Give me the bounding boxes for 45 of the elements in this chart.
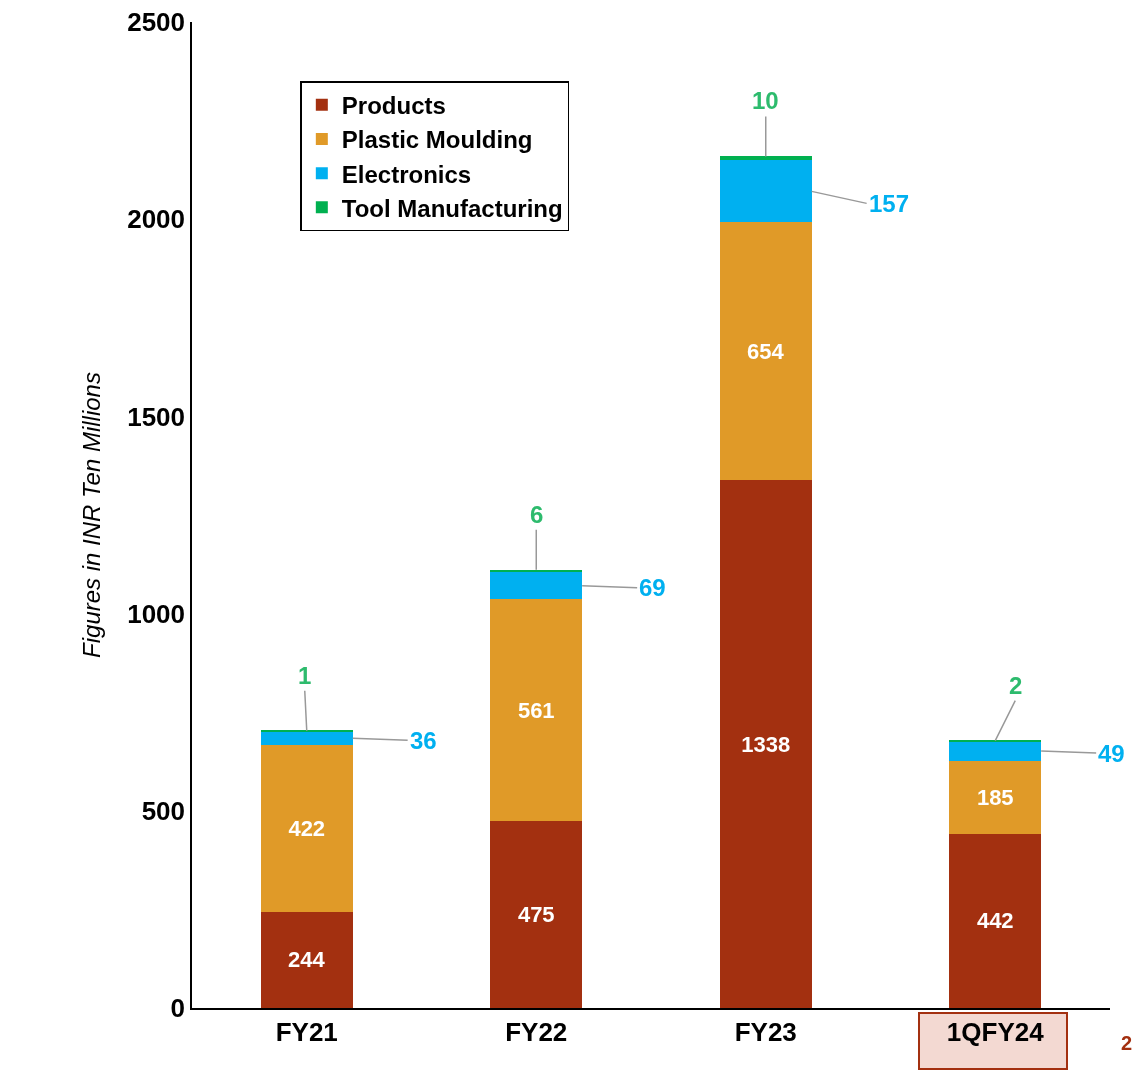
data-label: 561 xyxy=(517,697,555,723)
legend-label: Electronics xyxy=(341,160,472,188)
text: 2 xyxy=(1121,1032,1133,1054)
bar xyxy=(949,833,1042,1008)
data-label: 1338 xyxy=(741,731,791,757)
legend-label: Plastic Moulding xyxy=(341,126,533,154)
y-tick-label: 1500 xyxy=(127,401,186,432)
data-label: 49 xyxy=(1098,740,1125,767)
y-tick-label: 1000 xyxy=(127,598,186,629)
legend-label: Tool Manufacturing xyxy=(341,194,563,222)
y-tick-label: 2000 xyxy=(127,204,186,235)
data-label: 6 xyxy=(530,501,544,528)
y-tick-label: 0 xyxy=(170,993,186,1024)
data-label: 185 xyxy=(976,784,1014,810)
data-label: 244 xyxy=(288,947,326,973)
bar xyxy=(260,745,353,912)
x-tick-label: 1QFY24 xyxy=(946,1016,1045,1047)
bar xyxy=(719,222,812,481)
y-tick-label: 2500 xyxy=(127,7,186,38)
data-label: 157 xyxy=(869,190,910,217)
bar xyxy=(719,160,812,223)
bar xyxy=(490,820,583,1008)
bar xyxy=(260,731,353,746)
data-label: 1 xyxy=(298,662,312,689)
x-tick-label: FY22 xyxy=(505,1016,568,1047)
bar xyxy=(490,572,583,600)
y-axis-title: Figures in INR Ten Millions xyxy=(77,372,105,658)
data-label: 654 xyxy=(747,338,785,364)
x-tick-label: FY21 xyxy=(275,1016,338,1047)
bar xyxy=(949,760,1042,834)
data-label: 36 xyxy=(410,727,437,754)
bar xyxy=(490,599,583,821)
data-label: 69 xyxy=(639,574,666,601)
bar xyxy=(260,911,353,1008)
bar xyxy=(719,480,812,1008)
data-label: 10 xyxy=(752,87,779,114)
data-label: 442 xyxy=(976,908,1014,934)
data-label: 2 xyxy=(1009,672,1023,699)
y-tick-label: 500 xyxy=(141,795,186,826)
bar xyxy=(949,741,1042,761)
bar xyxy=(719,156,812,161)
data-label: 422 xyxy=(288,816,326,842)
legend-label: Products xyxy=(341,92,446,120)
data-label: 475 xyxy=(517,901,555,927)
x-tick-label: FY23 xyxy=(734,1016,797,1047)
